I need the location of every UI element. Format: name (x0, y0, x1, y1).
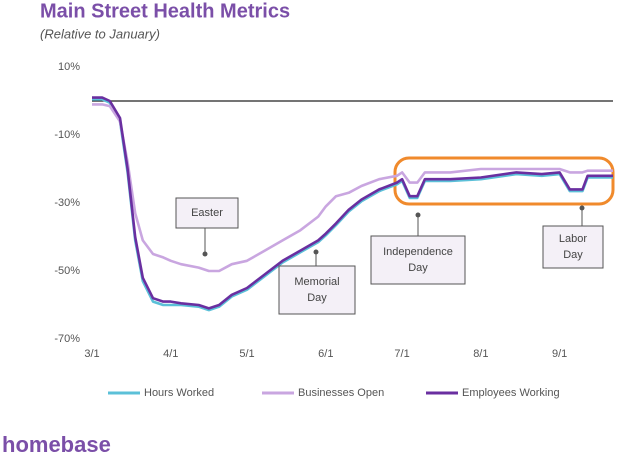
y-tick-label: -10% (54, 129, 80, 141)
annotation-text: Labor (559, 233, 587, 245)
series-line (92, 96, 613, 310)
annotation-dot (579, 205, 585, 211)
annotation-text: Independence (383, 246, 453, 258)
brand: homebase (2, 432, 111, 457)
y-tick-label: -70% (54, 333, 80, 345)
annotation-box (370, 235, 466, 285)
chart-title: Main Street Health Metrics (40, 0, 290, 22)
chart-subtitle: (Relative to January) (40, 26, 160, 41)
annotation-text: Day (408, 262, 428, 274)
x-tick-label: 7/1 (394, 348, 409, 360)
series-line (92, 98, 613, 312)
legend-label: Businesses Open (298, 387, 384, 399)
highlight (393, 156, 615, 206)
annotation-dot (415, 212, 421, 218)
x-tick-label: 4/1 (163, 348, 178, 360)
x-tick-label: 3/1 (84, 348, 99, 360)
legend-label: Hours Worked (144, 387, 214, 399)
annotation-text: Day (307, 292, 327, 304)
x-tick-label: 9/1 (552, 348, 567, 360)
y-tick-label: 10% (58, 61, 80, 73)
annotation-box (175, 197, 239, 229)
y-tick-label: -50% (54, 265, 80, 277)
x-tick-label: 6/1 (318, 348, 333, 360)
annotation-dot (202, 251, 208, 257)
y-tick-label: -30% (54, 197, 80, 209)
x-tick-label: 8/1 (473, 348, 488, 360)
x-tick-label: 5/1 (239, 348, 254, 360)
annotation-dot (313, 249, 319, 255)
annotation-text: Memorial (294, 276, 339, 288)
legend-label: Employees Working (462, 387, 560, 399)
series-line (92, 103, 613, 273)
annotation-box (278, 265, 356, 315)
annotation-text: Easter (191, 207, 223, 219)
annotation-box (542, 225, 604, 269)
annotation-text: Day (563, 249, 583, 261)
